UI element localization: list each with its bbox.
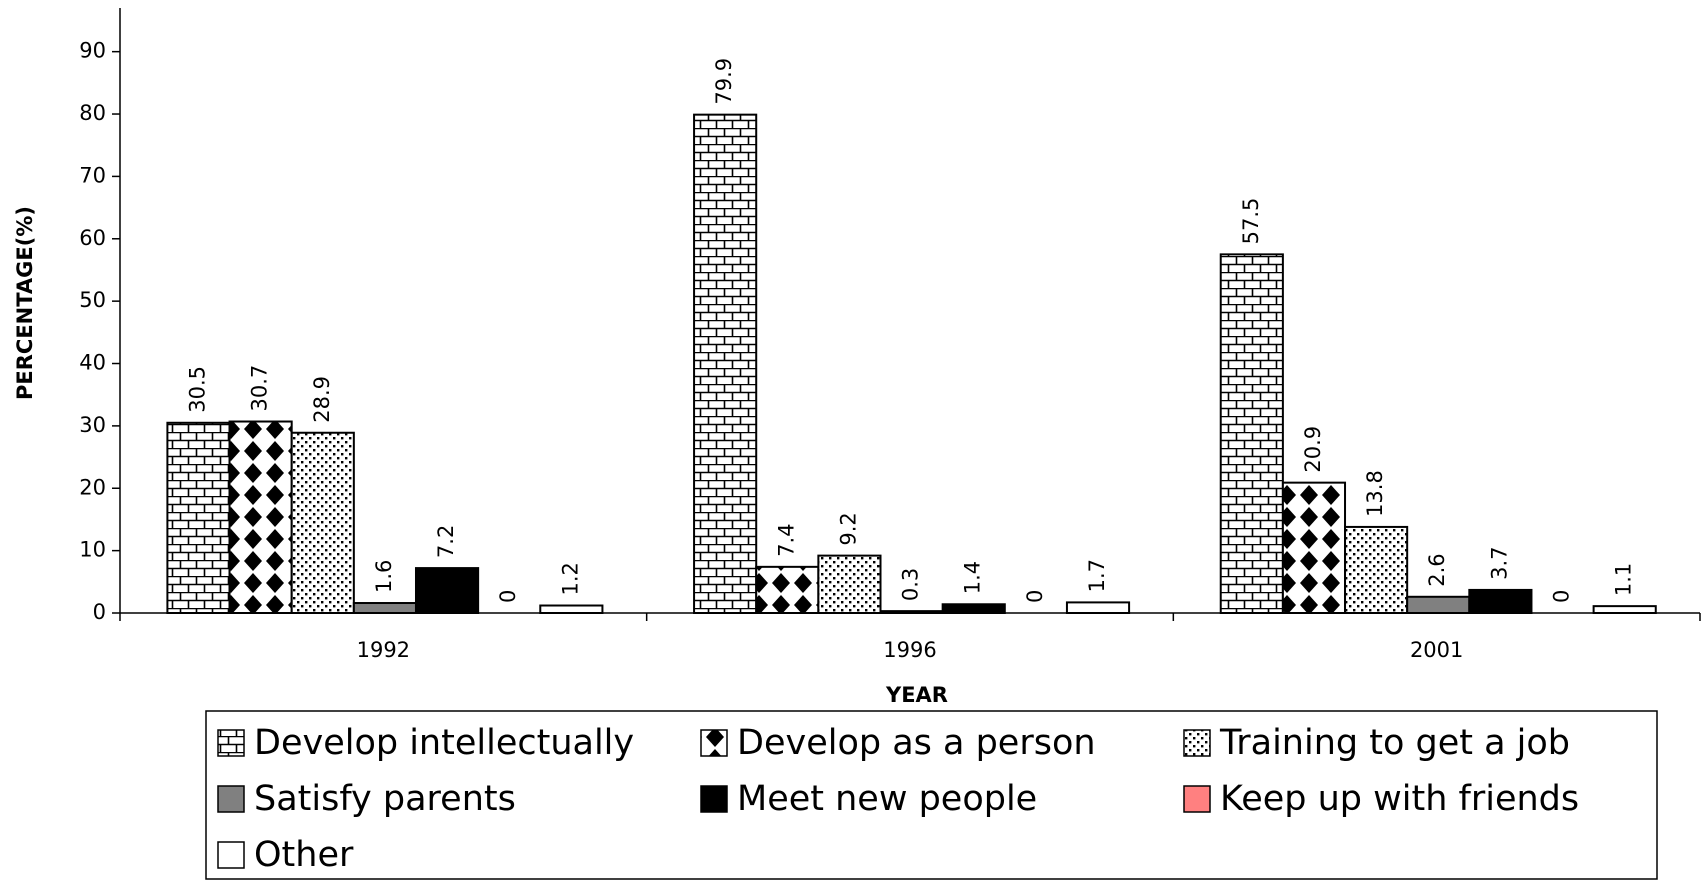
legend-swatch [1183, 785, 1211, 813]
legend-text: Develop intellectually [254, 723, 634, 763]
y-tick-label: 60 [79, 226, 106, 250]
legend-swatch [1183, 729, 1211, 757]
data-label: 30.5 [185, 366, 209, 413]
y-tick-label: 10 [79, 538, 106, 562]
data-label: 1.6 [372, 560, 396, 593]
y-tick-label: 80 [79, 101, 106, 125]
data-label: 7.2 [434, 525, 458, 558]
data-label: 57.5 [1239, 198, 1263, 245]
bar [941, 603, 1006, 615]
bar [414, 567, 480, 614]
data-label: 13.8 [1363, 470, 1387, 517]
y-tick-label: 20 [79, 475, 106, 499]
legend-text: Other [254, 835, 354, 875]
bar [755, 565, 820, 614]
legend-text: Keep up with friends [1220, 779, 1579, 819]
bar [290, 431, 355, 615]
data-label: 20.9 [1301, 426, 1325, 473]
data-label: 79.9 [712, 58, 736, 105]
y-axis-title: PERCENTAGE(%) [13, 206, 37, 400]
legend-swatch [700, 729, 728, 757]
x-tick-label: 2001 [1410, 638, 1463, 662]
y-tick-label: 50 [79, 288, 106, 312]
bar [1219, 253, 1284, 615]
bar [1281, 481, 1347, 614]
y-tick-label: 90 [79, 39, 106, 63]
data-label: 0 [1550, 590, 1574, 603]
x-tick-label: 1996 [883, 638, 936, 662]
legend-swatch [217, 785, 245, 813]
legend-swatch [217, 729, 245, 757]
legend-text: Meet new people [737, 779, 1037, 819]
data-label: 0 [496, 590, 520, 603]
bar [352, 602, 417, 615]
data-label: 30.7 [248, 365, 272, 412]
y-tick-label: 70 [79, 163, 106, 187]
bar [166, 421, 231, 614]
data-label: 2.6 [1425, 553, 1449, 586]
bar [817, 554, 882, 614]
bar [693, 113, 758, 615]
bar [1468, 588, 1533, 614]
data-label: 1.1 [1612, 563, 1636, 596]
legend-swatch [217, 841, 245, 869]
data-label: 0.3 [899, 568, 923, 601]
bar [539, 604, 604, 614]
y-tick-label: 40 [79, 351, 106, 375]
data-label: 0 [1023, 590, 1047, 603]
legend-swatch [700, 785, 728, 813]
data-label: 1.2 [558, 562, 582, 595]
bar [1406, 595, 1471, 615]
legend-text: Satisfy parents [254, 779, 516, 819]
legend-box [205, 710, 1658, 880]
bar [1592, 605, 1657, 614]
bar [1065, 601, 1131, 615]
bar [1344, 525, 1409, 615]
x-tick-label: 1992 [357, 638, 410, 662]
data-label: 1.4 [961, 561, 985, 594]
data-label: 7.4 [774, 523, 798, 556]
data-label: 9.2 [836, 512, 860, 545]
legend-text: Training to get a job [1219, 723, 1570, 763]
y-tick-label: 30 [79, 413, 106, 437]
data-label: 28.9 [310, 376, 334, 423]
bar [879, 610, 944, 614]
bar [228, 420, 293, 615]
legend-text: Develop as a person [737, 723, 1096, 763]
data-label: 3.7 [1487, 547, 1511, 580]
x-axis-title: YEAR [885, 683, 948, 707]
data-label: 1.7 [1085, 559, 1109, 592]
y-tick-label: 0 [93, 600, 106, 624]
